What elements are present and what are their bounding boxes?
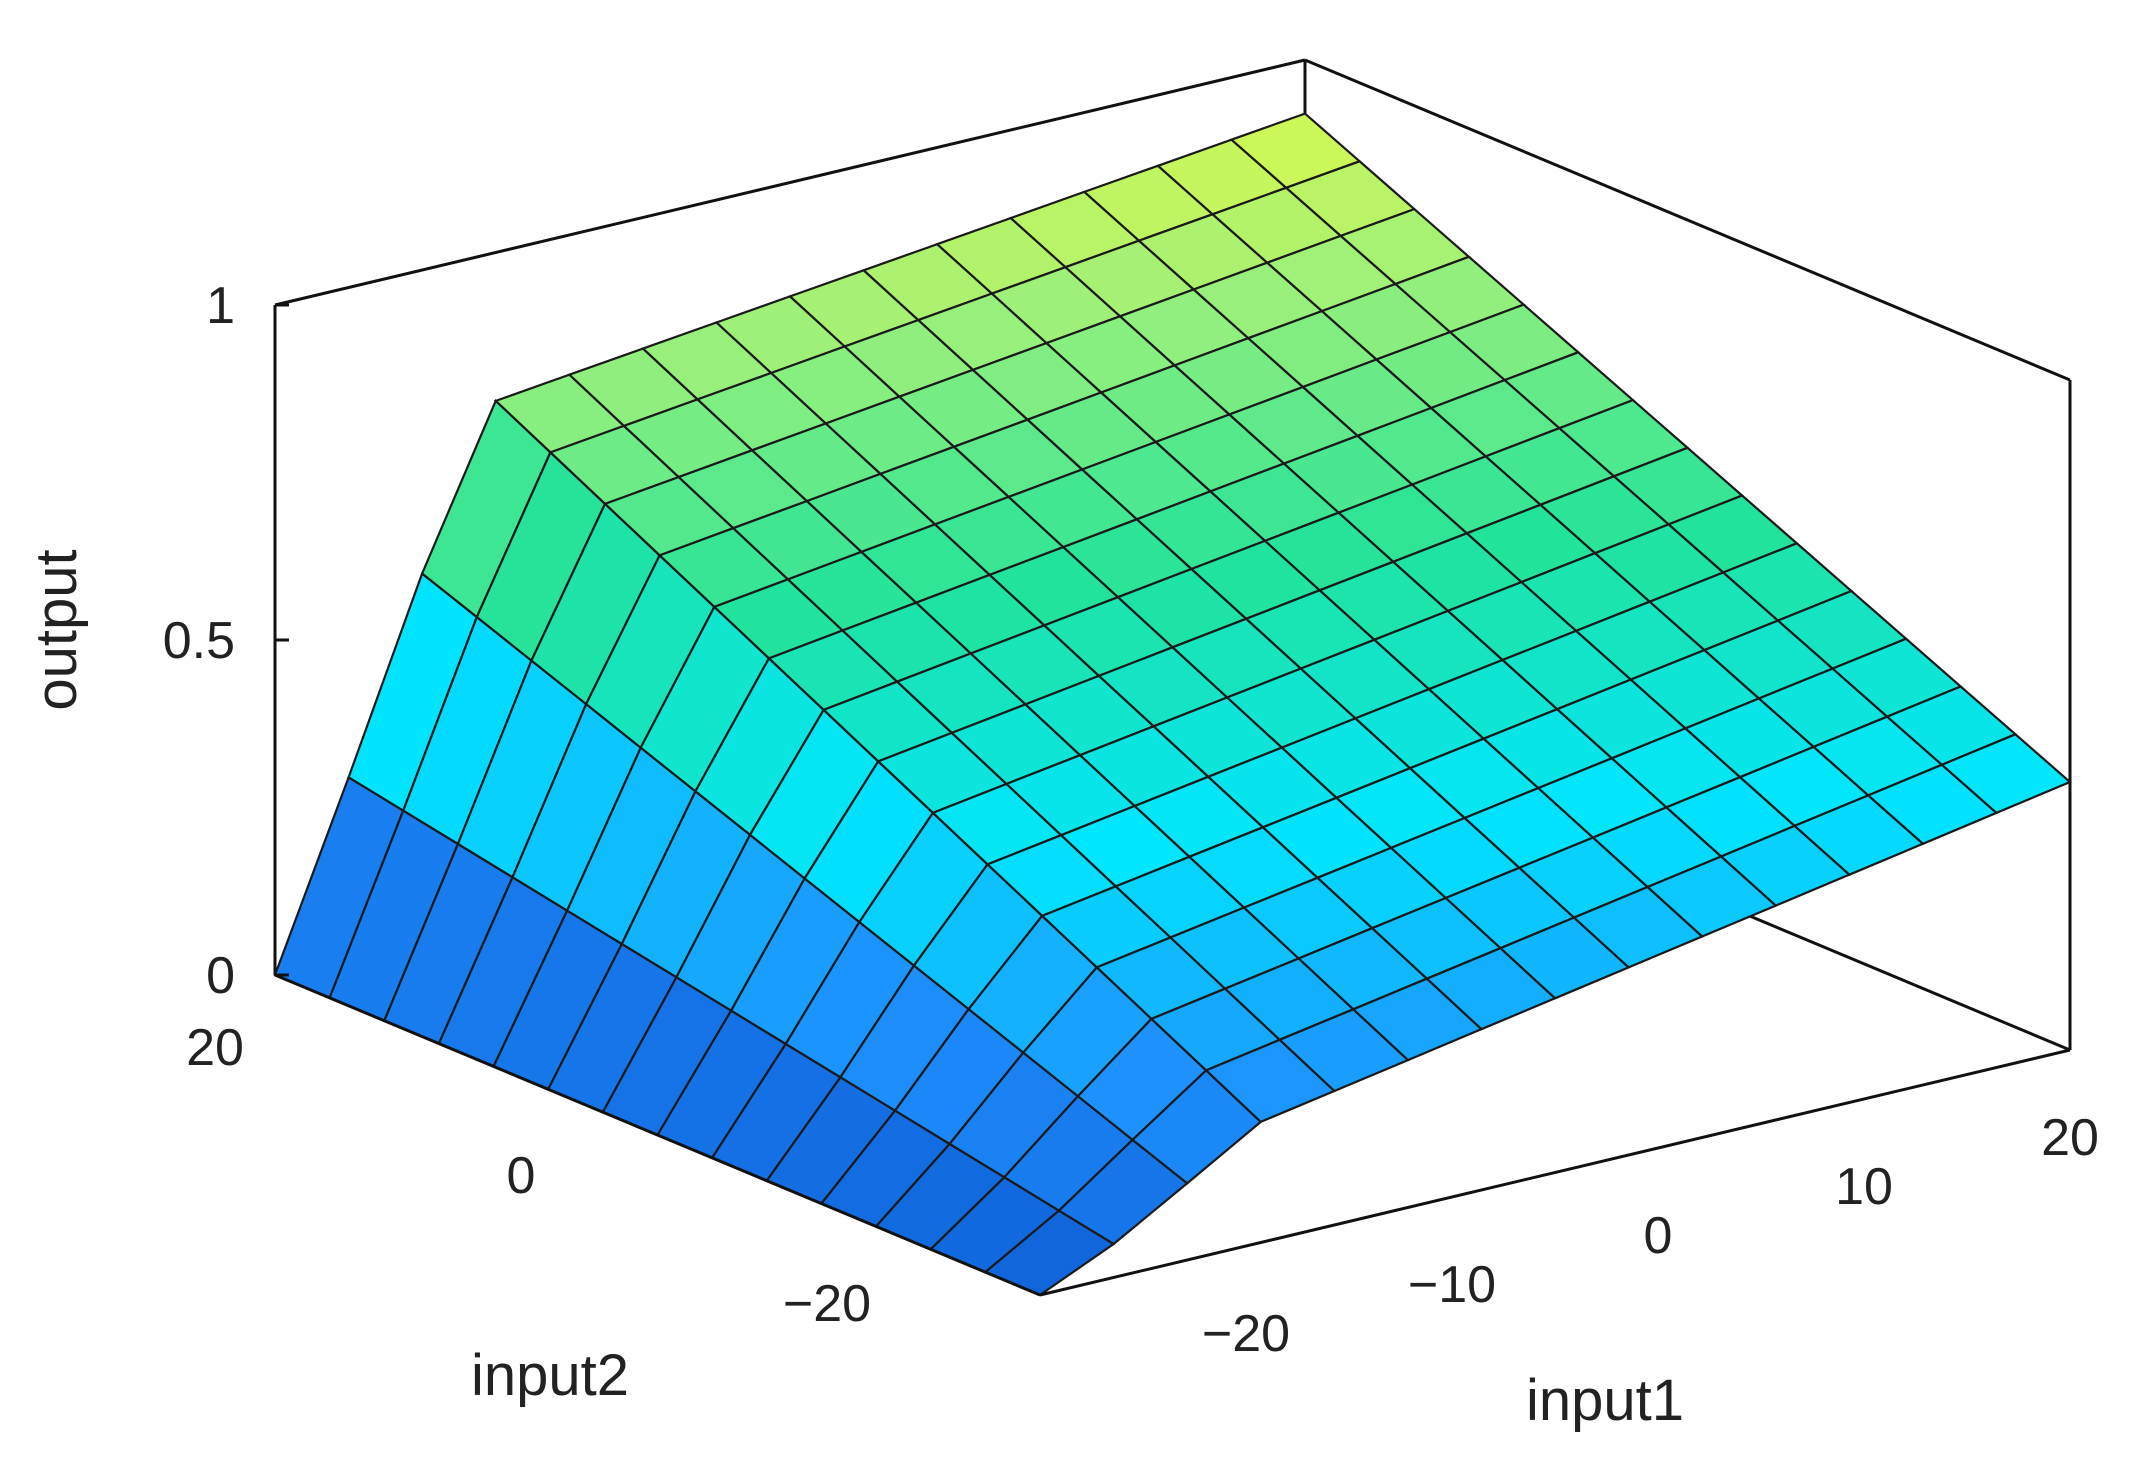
axes-box-front [274,973,2071,1297]
axis-edge-y-front [274,973,1041,1297]
x-tick-label: 20 [2041,1109,2099,1167]
x-tick-label: 0 [1644,1207,1673,1265]
z-tick-label: 0 [206,947,235,1005]
axis-edge-top-right [1304,58,2071,382]
axis-edge-x-front [1039,1048,2071,1297]
surface-mesh [273,112,2073,1297]
x-tick-label: −20 [1202,1305,1290,1363]
z-axis-label: output [24,549,89,710]
y-tick-label: −20 [783,1275,871,1333]
x-tick-label: −10 [1408,1256,1496,1314]
axis-edge-top-back [274,58,1306,307]
y-axis-label: input2 [471,1343,629,1408]
y-tick-label: 0 [507,1147,536,1205]
z-tick-label: 1 [206,277,235,335]
tick-labels: 0 0.5 1 20 0 −20 −20 −10 0 10 20 [163,277,2099,1363]
y-tick-label: 20 [186,1019,244,1077]
x-axis-label: input1 [1526,1368,1684,1433]
x-tick-label: 10 [1835,1158,1893,1216]
z-tick-label: 0.5 [163,612,235,670]
